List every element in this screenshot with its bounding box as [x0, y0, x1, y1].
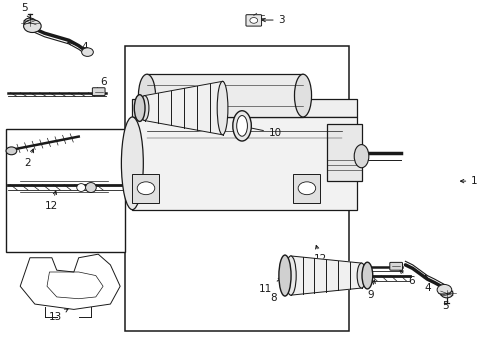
- Text: 10: 10: [244, 126, 282, 138]
- Ellipse shape: [138, 74, 155, 117]
- Ellipse shape: [278, 255, 290, 296]
- Ellipse shape: [440, 289, 452, 298]
- Text: 1: 1: [460, 176, 477, 186]
- Ellipse shape: [140, 96, 149, 121]
- Text: 11: 11: [258, 278, 281, 294]
- Bar: [125, 46, 348, 331]
- Text: 2: 2: [24, 149, 34, 168]
- Bar: [147, 74, 303, 117]
- Text: 12: 12: [45, 191, 59, 211]
- Text: 8: 8: [270, 283, 290, 303]
- Text: 9: 9: [366, 280, 374, 300]
- Circle shape: [137, 182, 155, 195]
- Circle shape: [249, 18, 257, 23]
- Polygon shape: [144, 81, 222, 135]
- Ellipse shape: [285, 256, 296, 295]
- Ellipse shape: [356, 263, 365, 288]
- Ellipse shape: [121, 117, 143, 210]
- Circle shape: [81, 48, 93, 57]
- Text: 12: 12: [313, 246, 326, 264]
- Bar: [132, 174, 159, 203]
- Polygon shape: [290, 256, 361, 295]
- Text: 6: 6: [97, 77, 106, 92]
- Circle shape: [436, 284, 451, 295]
- FancyBboxPatch shape: [245, 15, 261, 26]
- Ellipse shape: [134, 95, 145, 121]
- FancyBboxPatch shape: [389, 262, 402, 270]
- Text: 5: 5: [442, 293, 448, 311]
- Text: 6: 6: [399, 270, 414, 285]
- Ellipse shape: [232, 111, 251, 141]
- Bar: [132, 117, 356, 210]
- Text: 7: 7: [199, 85, 229, 102]
- Bar: [5, 130, 125, 252]
- Text: 13: 13: [48, 309, 68, 321]
- Ellipse shape: [85, 183, 96, 193]
- Circle shape: [298, 182, 315, 195]
- Polygon shape: [132, 99, 356, 117]
- Ellipse shape: [24, 18, 36, 27]
- Ellipse shape: [361, 262, 372, 289]
- Text: 4: 4: [423, 275, 430, 293]
- Text: 9: 9: [139, 84, 147, 105]
- Ellipse shape: [217, 81, 227, 135]
- Text: 4: 4: [68, 42, 87, 53]
- FancyBboxPatch shape: [92, 88, 105, 96]
- Text: 3: 3: [262, 15, 285, 25]
- Text: 5: 5: [21, 3, 30, 18]
- Circle shape: [23, 20, 41, 32]
- Bar: [327, 124, 361, 181]
- Bar: [293, 174, 320, 203]
- Ellipse shape: [236, 116, 247, 136]
- Ellipse shape: [77, 184, 85, 192]
- Ellipse shape: [6, 147, 17, 155]
- Ellipse shape: [353, 145, 368, 168]
- Ellipse shape: [294, 74, 311, 117]
